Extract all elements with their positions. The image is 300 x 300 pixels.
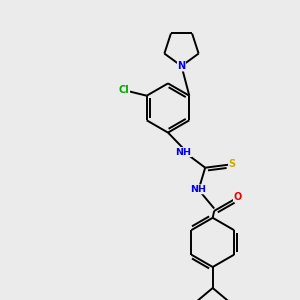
Text: O: O xyxy=(233,191,242,202)
Text: N: N xyxy=(177,61,186,71)
Text: S: S xyxy=(229,159,236,169)
Text: NH: NH xyxy=(176,148,192,157)
Text: Cl: Cl xyxy=(119,85,130,95)
Text: NH: NH xyxy=(190,185,206,194)
